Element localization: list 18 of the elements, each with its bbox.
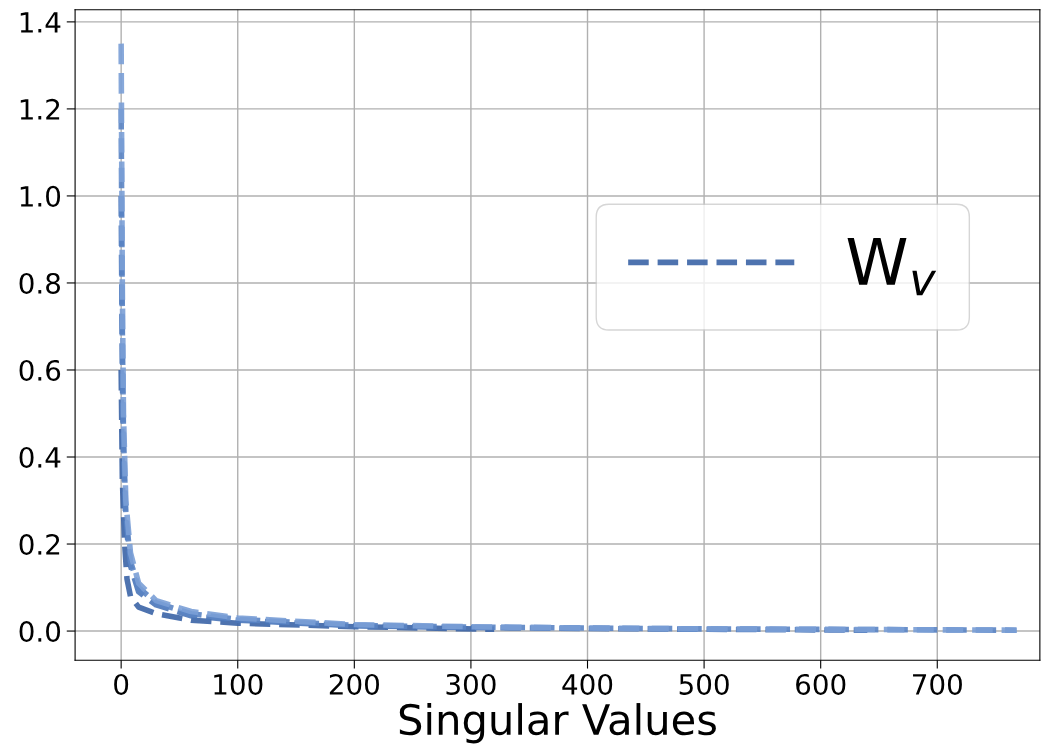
x-tick-label: 300: [446, 673, 496, 695]
x-tick-label: 700: [913, 673, 962, 695]
x-tick-label: 500: [679, 673, 729, 695]
x-axis-title: Singular Values: [399, 703, 716, 744]
y-tick-label: 0.6: [19, 359, 61, 381]
y-tick-label: 1.0: [20, 185, 61, 207]
y-tick-label: 0.2: [19, 533, 60, 555]
x-tick-label: 0: [114, 673, 129, 695]
y-tick-label: 1.4: [20, 12, 61, 33]
x-tick-label: 400: [562, 673, 613, 695]
y-tick-label: 1.2: [20, 98, 60, 120]
y-tick-label: 0.0: [19, 620, 61, 642]
y-tick-label: 0.4: [19, 446, 61, 468]
x-tick-label: 100: [214, 673, 263, 695]
legend-label: W$_{v}$: [847, 238, 937, 296]
y-tick-label: 0.8: [19, 272, 60, 294]
x-tick-label: 600: [796, 673, 846, 695]
x-tick-label: 200: [329, 673, 379, 695]
